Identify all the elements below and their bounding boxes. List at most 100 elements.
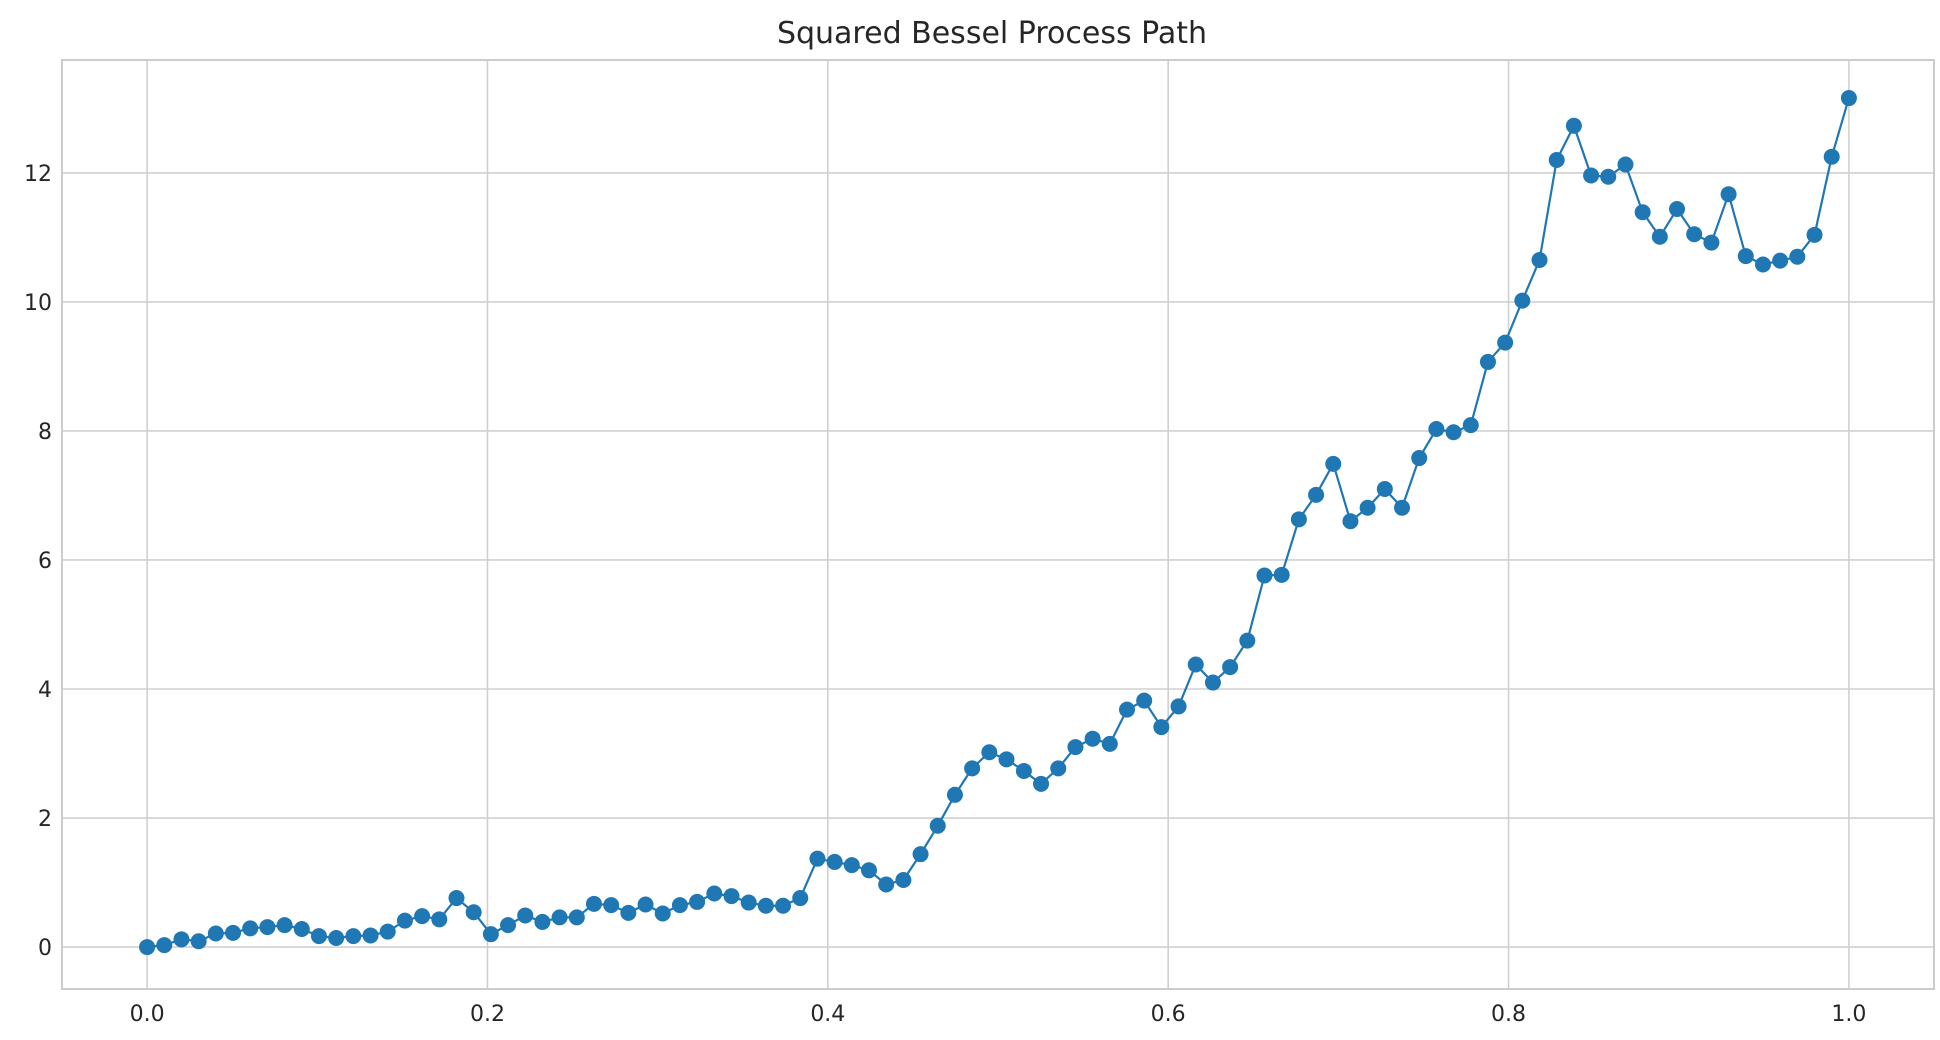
y-tick-label: 4: [38, 678, 52, 703]
data-point: [1256, 567, 1273, 584]
data-point: [551, 909, 568, 926]
data-point: [1050, 760, 1067, 777]
data-point: [740, 894, 757, 911]
data-point: [328, 930, 345, 947]
data-point: [723, 888, 740, 905]
data-point: [207, 925, 224, 942]
data-point: [465, 904, 482, 921]
data-point: [603, 897, 620, 914]
data-point: [1514, 292, 1531, 309]
x-tick-label: 0.6: [1151, 1002, 1186, 1027]
data-point: [259, 919, 276, 936]
data-point: [1015, 762, 1032, 779]
data-point: [1548, 152, 1565, 168]
data-point: [585, 895, 602, 912]
data-point: [1737, 248, 1754, 265]
data-point: [1789, 248, 1806, 265]
data-point: [1376, 481, 1393, 498]
y-tick-label: 0: [38, 936, 52, 961]
data-point: [190, 933, 207, 950]
data-point: [1669, 201, 1686, 218]
data-point: [1273, 566, 1290, 583]
data-point: [637, 896, 654, 913]
data-point: [448, 890, 465, 907]
data-point: [1428, 421, 1445, 438]
data-point: [139, 939, 156, 956]
data-point: [568, 909, 585, 926]
data-point: [1067, 739, 1084, 756]
data-point: [379, 923, 396, 940]
data-point: [1806, 226, 1823, 243]
data-point: [534, 913, 551, 930]
data-point: [775, 897, 792, 914]
data-point: [362, 927, 379, 944]
data-point: [620, 904, 637, 921]
data-point: [1823, 148, 1840, 165]
y-axis-tick-labels: 0 2 4 6 8 10 12: [24, 162, 52, 961]
data-point: [998, 751, 1015, 768]
data-point: [1290, 511, 1307, 528]
data-point: [1239, 632, 1256, 649]
data-point: [929, 817, 946, 834]
data-point: [1359, 499, 1376, 516]
data-point: [1101, 735, 1118, 752]
data-point: [1497, 334, 1514, 351]
data-point: [1445, 424, 1462, 441]
data-point: [895, 871, 912, 888]
data-point: [1394, 499, 1411, 516]
y-tick-label: 10: [24, 291, 52, 316]
y-tick-label: 6: [38, 549, 52, 574]
data-point: [156, 937, 173, 954]
data-point: [242, 920, 259, 937]
data-point: [1479, 353, 1496, 370]
data-point: [293, 921, 310, 937]
data-point: [1617, 156, 1634, 173]
y-gridlines: [62, 172, 1934, 948]
data-point: [912, 846, 929, 863]
data-point: [1772, 252, 1789, 269]
data-point: [345, 928, 362, 945]
data-point: [1720, 186, 1737, 203]
data-point: [482, 926, 499, 943]
plot-frame: [61, 59, 1935, 990]
data-point: [1634, 204, 1651, 221]
data-point: [173, 931, 190, 948]
data-point: [396, 912, 413, 929]
data-point: [878, 876, 895, 893]
data-point: [310, 928, 327, 945]
data-point: [964, 760, 981, 777]
data-point: [1204, 674, 1221, 691]
data-point: [1153, 719, 1170, 736]
data-point: [1325, 455, 1342, 472]
y-tick-label: 8: [38, 420, 52, 445]
data-point: [500, 917, 517, 934]
data-point: [1565, 117, 1582, 134]
data-point: [671, 897, 688, 914]
data-point: [1754, 256, 1771, 273]
data-point: [1651, 228, 1668, 245]
data-point: [826, 853, 843, 870]
data-point: [431, 911, 448, 928]
data-point: [1136, 692, 1153, 709]
data-point: [1308, 486, 1325, 503]
data-point: [843, 857, 860, 874]
data-point: [861, 862, 877, 879]
data-point: [1840, 90, 1857, 107]
data-point: [1084, 730, 1101, 747]
data-point: [654, 905, 671, 922]
data-point: [1342, 513, 1359, 530]
data-point: [1222, 659, 1239, 676]
series-line: [146, 97, 1850, 949]
data-series: [139, 90, 1857, 956]
x-tick-label: 0.0: [130, 1002, 165, 1027]
data-point: [1187, 656, 1204, 673]
data-point: [809, 850, 826, 867]
x-axis-tick-labels: 0.0 0.2 0.4 0.6 0.8 1.0: [130, 1002, 1867, 1027]
data-point: [1600, 168, 1617, 185]
data-point: [1531, 251, 1548, 268]
data-point: [1462, 417, 1479, 434]
chart-title: Squared Bessel Process Path: [777, 16, 1207, 51]
x-tick-label: 0.8: [1491, 1002, 1526, 1027]
data-point: [1411, 450, 1428, 467]
data-point: [1583, 167, 1600, 184]
